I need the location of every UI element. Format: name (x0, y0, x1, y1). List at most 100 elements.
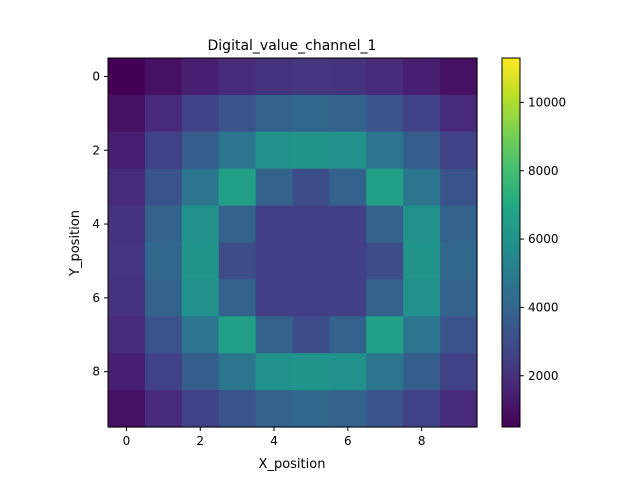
y-tick-label: 2 (92, 143, 100, 157)
heatmap-cell (329, 58, 367, 96)
heatmap-cell (440, 390, 478, 428)
heatmap-cell (366, 131, 404, 170)
heatmap-cell (403, 316, 441, 354)
heatmap-cell (144, 316, 183, 354)
heatmap-cell (218, 58, 257, 96)
x-axis-label: X_position (259, 457, 326, 472)
heatmap-cell (329, 316, 367, 354)
heatmap-cell (440, 242, 478, 280)
heatmap-cell (144, 58, 183, 96)
heatmap-cell (292, 131, 330, 170)
heatmap-cell (144, 205, 183, 244)
heatmap-cell (366, 390, 404, 428)
heatmap-cell (329, 353, 367, 391)
heatmap-cell (292, 94, 330, 133)
heatmap-cell (255, 316, 294, 354)
heatmap-cell (440, 353, 478, 391)
heatmap-cell (255, 390, 294, 428)
x-axis-ticks: 0 2 4 6 8 (123, 427, 426, 448)
heatmap-cell (108, 94, 146, 133)
heatmap-cell (144, 131, 183, 170)
heatmap-cell (181, 168, 220, 207)
heatmap-cell (366, 242, 404, 280)
x-tick-label: 8 (418, 434, 426, 448)
heatmap-cell (144, 390, 183, 428)
heatmap-cell (366, 353, 404, 391)
heatmap-cell (181, 94, 220, 133)
heatmap-cell (329, 279, 367, 317)
heatmap-cell (218, 131, 257, 170)
heatmap-cell (181, 390, 220, 428)
y-axis-ticks: 0 2 4 6 8 (92, 69, 108, 379)
heatmap-cell (144, 94, 183, 133)
heatmap-cell (218, 242, 257, 280)
x-tick-label: 0 (123, 434, 131, 448)
heatmap-cell (218, 390, 257, 428)
heatmap-cell (144, 242, 183, 280)
heatmap-cell (440, 94, 478, 133)
x-tick-label: 4 (270, 434, 278, 448)
heatmap-cell (218, 205, 257, 244)
heatmap-cell (108, 242, 146, 280)
heatmap-cell (440, 58, 478, 96)
heatmap-cell (218, 316, 257, 354)
heatmap-cell (292, 279, 330, 317)
heatmap-cell (292, 390, 330, 428)
heatmap-cell (255, 205, 294, 244)
heatmap-cell (403, 94, 441, 133)
heatmap-cell (366, 279, 404, 317)
heatmap-cell (181, 242, 220, 280)
heatmap-cell (440, 131, 478, 170)
heatmap-cell (440, 316, 478, 354)
heatmap-cell (108, 279, 146, 317)
heatmap-cell (108, 131, 146, 170)
colorbar-tick-label: 6000 (528, 232, 559, 246)
heatmap-cells (108, 58, 478, 428)
heatmap-cell (218, 168, 257, 207)
y-tick-label: 6 (92, 291, 100, 305)
heatmap-cell (329, 390, 367, 428)
heatmap-cell (403, 390, 441, 428)
heatmap-cell (255, 168, 294, 207)
chart-title: Digital_value_channel_1 (208, 38, 377, 54)
heatmap-cell (108, 353, 146, 391)
heatmap-cell (366, 58, 404, 96)
heatmap-cell (329, 205, 367, 244)
heatmap-cell (292, 242, 330, 280)
heatmap-cell (329, 168, 367, 207)
heatmap-cell (181, 58, 220, 96)
heatmap-cell (108, 58, 146, 96)
heatmap-cell (255, 242, 294, 280)
heatmap-cell (440, 205, 478, 244)
heatmap-cell (403, 242, 441, 280)
x-tick-label: 2 (196, 434, 204, 448)
heatmap-cell (255, 131, 294, 170)
heatmap-cell (144, 279, 183, 317)
heatmap-cell (403, 168, 441, 207)
heatmap-cell (403, 205, 441, 244)
heatmap-cell (255, 58, 294, 96)
heatmap-cell (440, 168, 478, 207)
heatmap-cell (144, 353, 183, 391)
colorbar (501, 57, 521, 428)
heatmap-cell (218, 353, 257, 391)
heatmap-cell (366, 168, 404, 207)
heatmap-cell (292, 168, 330, 207)
heatmap-cell (108, 390, 146, 428)
colorbar-tick-label: 10000 (528, 95, 566, 109)
heatmap-cell (218, 94, 257, 133)
heatmap-cell (292, 353, 330, 391)
heatmap-cell (403, 58, 441, 96)
colorbar-tick-label: 8000 (528, 164, 559, 178)
heatmap-cell (403, 353, 441, 391)
heatmap-cell (108, 168, 146, 207)
heatmap-cell (403, 131, 441, 170)
heatmap-cell (366, 316, 404, 354)
x-tick-label: 6 (344, 434, 352, 448)
heatmap-cell (255, 353, 294, 391)
heatmap-cell (329, 131, 367, 170)
heatmap-cell (181, 353, 220, 391)
heatmap-cell (366, 205, 404, 244)
heatmap-cell (440, 279, 478, 317)
heatmap-cell (218, 279, 257, 317)
